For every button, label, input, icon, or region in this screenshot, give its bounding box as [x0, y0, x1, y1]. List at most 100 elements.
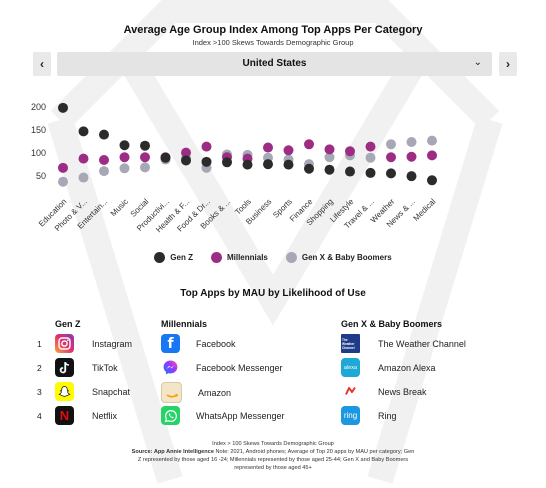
data-point-gen-z [345, 166, 355, 177]
data-point-millennials [324, 144, 335, 155]
rank-number: 4 [37, 411, 42, 421]
data-point-millennials [427, 150, 437, 161]
chart-legend: Gen Z Millennials Gen X & Baby Boomers [0, 252, 546, 263]
app-name: TikTok [92, 362, 118, 373]
footnote-source: Source: App Annie Intelligence Note: 202… [130, 448, 416, 472]
data-point-gen-x-baby-boomers [140, 162, 150, 173]
data-point-gen-z [324, 164, 335, 175]
legend-dot-millennials [210, 252, 222, 263]
app-row-instagram: Instagram [55, 334, 132, 353]
app-row-tiktok: TikTok [55, 358, 118, 377]
data-point-millennials [365, 141, 376, 152]
y-tick-label: 150 [31, 125, 46, 135]
data-point-millennials [283, 145, 294, 156]
data-point-gen-z [283, 159, 294, 170]
data-point-gen-x-baby-boomers [427, 135, 437, 146]
legend-dot-genx [285, 252, 297, 263]
tiktok-icon [55, 358, 74, 377]
data-point-millennials [304, 139, 314, 150]
data-point-millennials [140, 152, 150, 163]
data-point-gen-z [365, 167, 376, 178]
app-row-ring: ring Ring [341, 406, 397, 425]
app-name: Amazon [198, 387, 232, 398]
data-point-gen-z [242, 159, 253, 170]
data-point-gen-z [140, 140, 150, 151]
x-category-label: Music [109, 197, 130, 218]
chart-title: Average Age Group Index Among Top Apps P… [123, 24, 423, 36]
alexa-icon: alexa [341, 358, 360, 377]
app-row-weather-channel: The Weather Channel The Weather Channel [341, 334, 466, 353]
chevron-right-icon: › [506, 57, 510, 71]
app-name: Instagram [92, 338, 133, 349]
messenger-icon [161, 358, 180, 377]
legend-label-genx: Gen X & Baby Boomers [301, 253, 392, 262]
data-point-millennials [263, 142, 273, 153]
rank-number: 2 [37, 363, 42, 373]
app-row-snapchat: Snapchat [55, 382, 130, 401]
legend-item-genz: Gen Z [154, 252, 193, 263]
chevron-left-icon: ‹ [40, 57, 44, 71]
country-select[interactable]: United States ⌄ [57, 52, 492, 76]
top-apps-title: Top Apps by MAU by Likelihood of Use [180, 288, 366, 299]
rank-number: 1 [37, 339, 42, 349]
data-point-gen-x-baby-boomers [386, 139, 396, 150]
data-point-gen-z [181, 155, 191, 166]
app-name: Ring [378, 410, 397, 421]
data-point-gen-z [386, 168, 396, 179]
chart-subtitle: Index >100 Skews Towards Demographic Gro… [192, 38, 354, 47]
app-name: Snapchat [92, 386, 131, 397]
column-header-genz: Gen Z [55, 319, 81, 329]
newsbreak-icon [341, 382, 360, 401]
data-point-millennials [386, 152, 396, 163]
instagram-icon [55, 334, 74, 353]
app-row-news-break: News Break [341, 382, 427, 401]
data-point-gen-z [119, 140, 130, 151]
amazon-icon [161, 382, 182, 403]
app-row-amazon-alexa: alexa Amazon Alexa [341, 358, 436, 377]
country-select-value: United States [242, 58, 307, 69]
app-row-facebook-messenger: Facebook Messenger [161, 358, 283, 377]
app-name: The Weather Channel [378, 338, 466, 349]
data-point-millennials [119, 152, 130, 163]
legend-item-millennials: Millennials [210, 252, 268, 263]
data-point-gen-z [99, 129, 109, 140]
rank-number: 3 [37, 387, 42, 397]
chevron-down-icon: ⌄ [473, 57, 482, 68]
next-country-button[interactable]: › [499, 52, 517, 76]
data-point-gen-x-baby-boomers [99, 166, 109, 177]
y-tick-label: 200 [31, 102, 46, 112]
data-point-gen-x-baby-boomers [324, 152, 335, 163]
facebook-icon: f [161, 334, 180, 353]
data-point-gen-z [427, 175, 437, 186]
column-header-genx: Gen X & Baby Boomers [341, 319, 443, 329]
app-name: Facebook Messenger [196, 362, 283, 373]
data-point-gen-x-baby-boomers [365, 152, 376, 163]
app-name: News Break [378, 386, 427, 397]
app-row-amazon: Amazon [161, 382, 231, 403]
app-name: Amazon Alexa [378, 362, 436, 373]
data-point-millennials [345, 146, 355, 157]
weather-channel-icon: The Weather Channel [341, 334, 360, 353]
netflix-icon: N [55, 406, 74, 425]
data-point-millennials [78, 153, 89, 164]
data-point-gen-z [160, 152, 171, 163]
prev-country-button[interactable]: ‹ [33, 52, 51, 76]
data-point-gen-z [222, 157, 232, 168]
data-point-gen-z [78, 126, 89, 137]
app-name: WhatsApp Messenger [196, 410, 285, 421]
data-point-gen-z [201, 156, 212, 167]
data-point-millennials [99, 155, 109, 165]
legend-label-millennials: Millennials [226, 253, 268, 262]
app-row-whatsapp: WhatsApp Messenger [161, 406, 285, 425]
y-tick-label: 100 [31, 148, 46, 158]
ring-icon: ring [341, 406, 360, 425]
data-point-gen-x-baby-boomers [406, 137, 417, 147]
data-point-millennials [201, 141, 212, 152]
data-point-gen-x-baby-boomers [58, 176, 68, 187]
source-label: Source: App Annie Intelligence [131, 449, 214, 455]
data-point-gen-z [58, 102, 68, 113]
legend-dot-genz [154, 252, 166, 263]
data-point-millennials [58, 162, 68, 173]
app-name: Facebook [196, 338, 236, 349]
